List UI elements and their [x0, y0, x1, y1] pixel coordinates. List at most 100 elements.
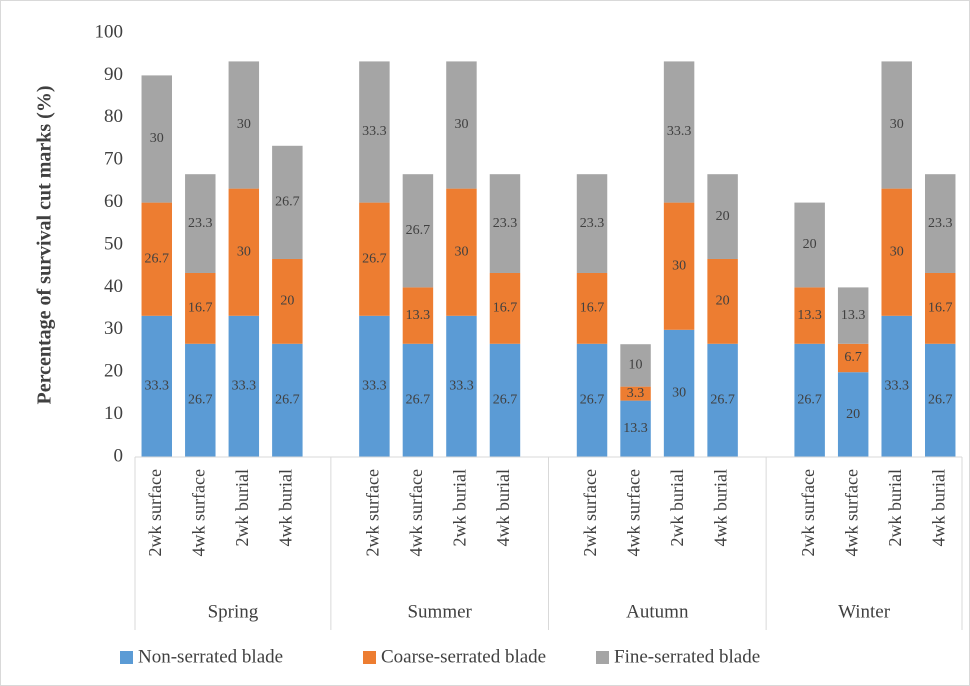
x-tick-label: 2wk burial — [450, 469, 470, 546]
data-label: 26.7 — [493, 393, 518, 408]
data-label: 30 — [890, 117, 904, 132]
data-label: 16.7 — [493, 301, 518, 316]
y-tick-label: 10 — [104, 403, 123, 424]
group-label: Autumn — [626, 601, 689, 622]
y-tick-label: 70 — [104, 149, 123, 170]
bar-segment — [228, 315, 260, 457]
bar-segment — [663, 202, 695, 330]
data-label: 33.3 — [362, 379, 387, 394]
data-label: 33.3 — [449, 379, 474, 394]
bar-segment — [576, 343, 608, 457]
data-label: 26.7 — [188, 393, 213, 408]
bar-segment — [837, 287, 869, 344]
data-label: 13.3 — [841, 308, 866, 323]
y-tick-label: 40 — [104, 276, 123, 297]
legend-label: Non-serrated blade — [138, 646, 283, 667]
group-label: Summer — [407, 601, 472, 622]
data-label: 13.3 — [797, 308, 822, 323]
data-label: 20 — [716, 294, 730, 309]
bar-segment — [359, 315, 390, 457]
legend-label: Fine-serrated blade — [614, 646, 760, 667]
data-label: 33.3 — [884, 379, 909, 394]
data-label: 23.3 — [928, 216, 953, 231]
bar-segment — [707, 343, 738, 457]
data-label: 13.3 — [406, 308, 431, 323]
y-tick-label: 50 — [104, 233, 123, 254]
bar-segment — [881, 188, 912, 316]
data-label: 23.3 — [188, 216, 213, 231]
bar-segment — [489, 343, 521, 457]
legend-swatch — [596, 651, 609, 664]
bar-segment — [881, 61, 912, 189]
bar-segment — [141, 315, 172, 457]
data-label: 26.7 — [710, 393, 735, 408]
bar-segment — [185, 343, 216, 457]
data-label: 26.7 — [145, 251, 170, 266]
x-tick-label: 4wk surface — [188, 469, 208, 556]
x-tick-label: 2wk burial — [667, 469, 687, 546]
bar-segment — [707, 174, 738, 259]
bar-segment — [663, 329, 695, 457]
bar-segment — [925, 174, 956, 273]
x-tick-label: 2wk surface — [580, 469, 600, 556]
y-tick-label: 60 — [104, 191, 123, 212]
data-label: 26.7 — [275, 195, 300, 210]
data-label: 30 — [454, 244, 468, 259]
x-tick-label: 4wk surface — [624, 469, 644, 556]
x-tick-label: 2wk burial — [885, 469, 905, 546]
bar-segment — [925, 272, 956, 344]
bar-segment — [620, 400, 651, 457]
y-tick-label: 20 — [104, 361, 123, 382]
bar-segment — [446, 315, 477, 457]
data-label: 20 — [280, 294, 294, 309]
bar-segment — [576, 272, 608, 344]
legend-swatch — [120, 651, 133, 664]
data-label: 6.7 — [844, 350, 862, 365]
data-label: 26.7 — [406, 223, 431, 238]
bar-segment — [881, 315, 912, 457]
data-label: 30 — [237, 244, 251, 259]
data-label: 30 — [672, 258, 686, 273]
y-tick-label: 0 — [114, 445, 124, 466]
x-tick-label: 4wk surface — [406, 469, 426, 556]
data-label: 10 — [629, 358, 643, 373]
bar-segment — [359, 202, 390, 316]
x-tick-label: 2wk surface — [363, 469, 383, 556]
data-label: 23.3 — [493, 216, 518, 231]
data-label: 16.7 — [580, 301, 605, 316]
x-tick-label: 2wk burial — [232, 469, 252, 546]
x-tick-label: 2wk surface — [145, 469, 165, 556]
data-label: 30 — [150, 131, 164, 146]
bar-segment — [620, 344, 651, 387]
bar-segment — [141, 202, 172, 316]
group-label: Winter — [838, 601, 891, 622]
y-tick-label: 80 — [104, 106, 123, 127]
bar-segment — [185, 272, 216, 344]
bar-segment — [837, 372, 869, 457]
bar-segment — [446, 188, 477, 316]
bar-segment — [272, 145, 303, 259]
data-label: 30 — [890, 244, 904, 259]
legend-label: Coarse-serrated blade — [381, 646, 546, 667]
data-label: 20 — [803, 237, 817, 252]
data-label: 26.7 — [580, 393, 605, 408]
y-tick-label: 30 — [104, 318, 123, 339]
y-tick-label: 100 — [95, 21, 124, 42]
y-axis-title: Percentage of survival cut marks (%) — [34, 85, 56, 404]
data-label: 26.7 — [797, 393, 822, 408]
bar-segment — [359, 61, 390, 203]
data-label: 30 — [237, 117, 251, 132]
x-tick-label: 4wk burial — [275, 469, 295, 546]
bar-segment — [228, 188, 260, 316]
data-label: 33.3 — [232, 379, 257, 394]
bar-segment — [141, 75, 172, 203]
bar-segment — [446, 61, 477, 189]
bar-segment — [489, 174, 521, 273]
data-label: 26.7 — [362, 251, 387, 266]
x-tick-label: 4wk surface — [841, 469, 861, 556]
x-tick-label: 4wk burial — [928, 469, 948, 546]
bar-segment — [925, 343, 956, 457]
x-tick-label: 2wk surface — [798, 469, 818, 556]
data-label: 26.7 — [928, 393, 953, 408]
